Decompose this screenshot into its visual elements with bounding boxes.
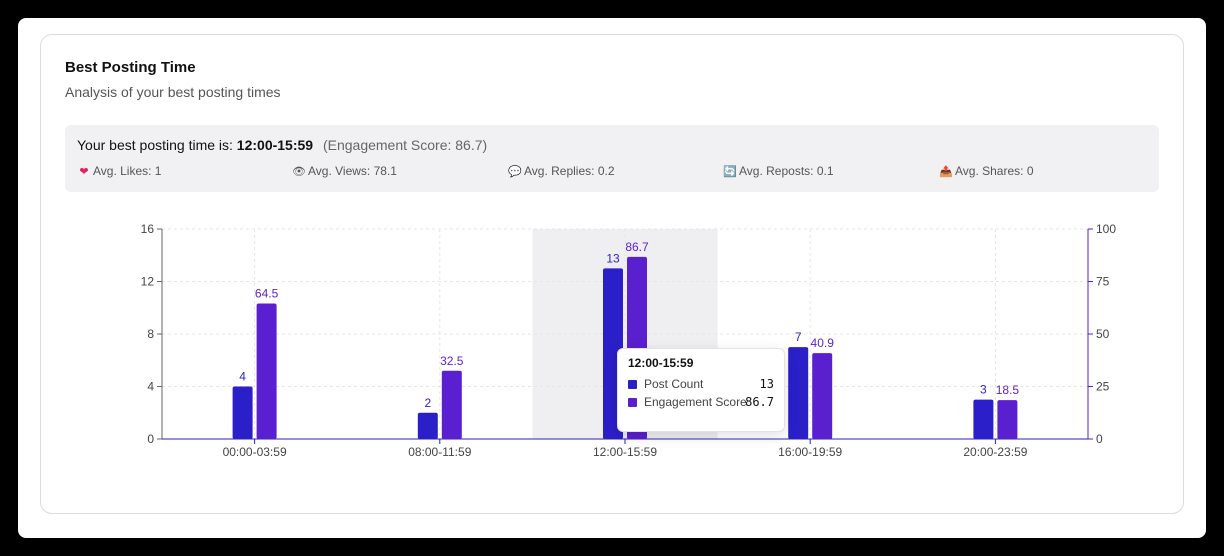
y-right-tick-label: 25: [1096, 380, 1110, 394]
bar-label-post-count: 7: [795, 330, 802, 344]
tooltip-post-count-value: 13: [759, 377, 774, 391]
avg-shares-label: Avg. Shares: 0: [955, 164, 1034, 178]
y-right-tick-label: 50: [1096, 327, 1110, 341]
tooltip-title: 12:00-15:59: [628, 356, 694, 370]
tooltip-engagement-value: 86.7: [745, 395, 774, 409]
y-left-tick-label: 0: [147, 432, 154, 446]
bar-label-engagement-score: 18.5: [996, 383, 1020, 397]
x-tick-label: 12:00-15:59: [593, 445, 657, 459]
chart-tooltip: 12:00-15:59 Post Count 13 Engagement Sco…: [617, 348, 785, 432]
bar-post-count: [973, 399, 994, 439]
avg-views-metric: 👁 Avg. Views: 78.1: [292, 164, 397, 178]
engagement-score-swatch: [628, 398, 637, 408]
avg-reposts-metric: 🔄 Avg. Reposts: 0.1: [723, 164, 834, 178]
tooltip-row-engagement-score: Engagement Score 86.7: [628, 395, 774, 409]
x-tick-label: 00:00-03:59: [223, 445, 287, 459]
tooltip-post-count-label: Post Count: [644, 377, 704, 391]
avg-shares-metric: 📤 Avg. Shares: 0: [939, 164, 1034, 178]
bar-label-post-count: 13: [606, 251, 620, 265]
bar-label-post-count: 3: [980, 383, 987, 397]
card-subtitle: Analysis of your best posting times: [65, 84, 281, 100]
bar-label-engagement-score: 64.5: [255, 287, 279, 301]
bar-post-count: [788, 347, 809, 439]
bar-label-engagement-score: 32.5: [440, 354, 464, 368]
x-tick-label: 16:00-19:59: [778, 445, 842, 459]
avg-reposts-label: Avg. Reposts: 0.1: [739, 164, 834, 178]
posting-time-bar-chart: 0 4 8 12 16 0 25 50 75 100 4 64.5 00:00-03:59 2 32.5 08…: [141, 222, 1117, 459]
card-title: Best Posting Time: [65, 59, 196, 76]
y-left-tick-label: 12: [141, 275, 155, 289]
avg-likes-metric: ❤ Avg. Likes: 1: [77, 164, 161, 178]
eye-icon: 👁: [292, 166, 306, 178]
avg-replies-metric: 💬 Avg. Replies: 0.2: [508, 164, 615, 178]
bar-engagement-score: [256, 303, 277, 439]
y-right-tick-label: 75: [1096, 275, 1110, 289]
speech-bubble-icon: 💬: [508, 166, 522, 178]
avg-views-label: Avg. Views: 78.1: [308, 164, 397, 178]
best-time-prefix: Your best posting time is:: [77, 137, 233, 153]
bar-label-post-count: 4: [239, 370, 246, 384]
best-time-summary: Your best posting time is: 12:00-15:59 (…: [65, 125, 1159, 192]
y-left-tick-label: 4: [147, 380, 154, 394]
y-left-tick-label: 16: [141, 222, 155, 236]
avg-likes-label: Avg. Likes: 1: [93, 164, 162, 178]
share-icon: 📤: [939, 166, 953, 178]
post-count-swatch: [628, 380, 637, 390]
x-tick-label: 20:00-23:59: [963, 445, 1027, 459]
bar-engagement-score: [441, 370, 462, 439]
y-right-tick-label: 100: [1096, 222, 1116, 236]
bar-post-count: [232, 386, 253, 439]
bar-post-count: [417, 412, 438, 439]
best-time-value: 12:00-15:59: [236, 137, 314, 153]
best-time-line: Your best posting time is: 12:00-15:59 (…: [77, 137, 487, 153]
engagement-score-text: (Engagement Score: 86.7): [322, 137, 488, 153]
bar-engagement-score: [812, 353, 833, 439]
bar-label-post-count: 2: [424, 396, 431, 410]
x-tick-label: 08:00-11:59: [408, 445, 471, 459]
y-left-tick-label: 8: [147, 327, 154, 341]
tooltip-engagement-label: Engagement Score: [644, 395, 747, 409]
bar-engagement-score: [997, 400, 1018, 439]
y-right-tick-label: 0: [1096, 432, 1103, 446]
avg-replies-label: Avg. Replies: 0.2: [524, 164, 615, 178]
screenshot-frame: Best Posting Time Analysis of your best …: [18, 18, 1206, 538]
repost-icon: 🔄: [723, 166, 737, 178]
heart-icon: ❤: [79, 166, 89, 178]
tooltip-row-post-count: Post Count 13: [628, 377, 774, 391]
bar-label-engagement-score: 40.9: [811, 336, 835, 350]
bar-label-engagement-score: 86.7: [625, 240, 649, 254]
